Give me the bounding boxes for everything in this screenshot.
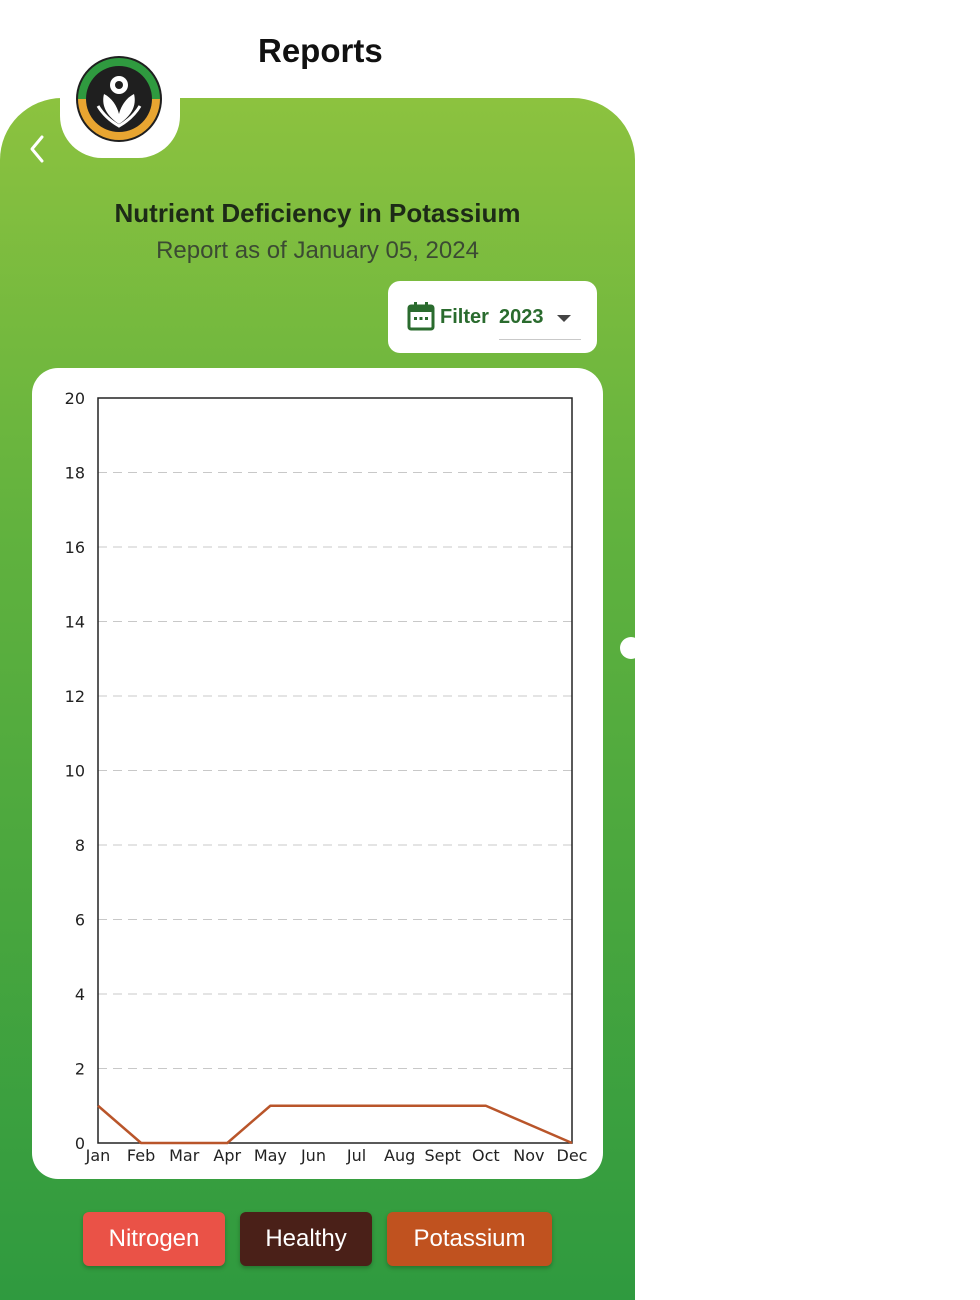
- chevron-left-icon: [30, 135, 44, 163]
- y-tick-label: 10: [65, 762, 85, 781]
- x-tick-label: Oct: [472, 1146, 500, 1165]
- y-tick-label: 14: [65, 613, 85, 632]
- y-tick-label: 6: [75, 911, 85, 930]
- y-tick-label: 20: [65, 389, 85, 408]
- x-tick-label: May: [254, 1146, 287, 1165]
- year-filter: Filter 2023: [388, 281, 597, 353]
- x-tick-label: Apr: [213, 1146, 241, 1165]
- x-tick-label: Nov: [513, 1146, 544, 1165]
- report-subtitle: Report as of January 05, 2024: [156, 237, 479, 264]
- line-chart: 0 2 4 6 8 10 12 14 16 18 20 Jan Feb Mar Apr May Jun Jul Au…: [65, 389, 588, 1165]
- nitrogen-button[interactable]: Nitrogen: [83, 1212, 225, 1266]
- series-line: [97, 1104, 573, 1145]
- scroll-indicator[interactable]: [620, 637, 642, 659]
- x-tick-label: Jan: [85, 1146, 111, 1165]
- y-tick-label: 2: [75, 1060, 85, 1079]
- x-tick-label: Mar: [169, 1146, 200, 1165]
- plant-hands-logo: [76, 56, 162, 142]
- y-tick-label: 18: [65, 464, 85, 483]
- calendar-icon: [407, 302, 435, 331]
- y-tick-label: 0: [75, 1134, 85, 1153]
- page-title: Reports: [258, 32, 383, 69]
- potassium-button[interactable]: Potassium: [387, 1212, 552, 1266]
- plot-frame: [97, 397, 573, 1144]
- back-button[interactable]: [22, 132, 52, 166]
- chart-card: 0 2 4 6 8 10 12 14 16 18 20 Jan Feb Mar Apr May Jun Jul Au…: [32, 368, 603, 1179]
- x-tick-label: Jul: [346, 1146, 366, 1165]
- caret-down-icon: [557, 315, 571, 322]
- filter-label: Filter: [440, 306, 489, 328]
- y-tick-label: 16: [65, 538, 85, 557]
- report-title: Nutrient Deficiency in Potassium: [114, 198, 521, 228]
- x-tick-label: Dec: [557, 1146, 588, 1165]
- y-tick-label: 12: [65, 687, 85, 706]
- x-tick-label: Aug: [384, 1146, 415, 1165]
- y-tick-label: 8: [75, 836, 85, 855]
- y-tick-label: 4: [75, 985, 85, 1004]
- year-select[interactable]: 2023: [499, 303, 581, 340]
- year-select-value: 2023: [499, 306, 544, 328]
- x-tick-label: Jun: [300, 1146, 326, 1165]
- x-tick-label: Feb: [127, 1146, 155, 1165]
- x-tick-label: Sept: [425, 1146, 461, 1165]
- healthy-button[interactable]: Healthy: [240, 1212, 372, 1266]
